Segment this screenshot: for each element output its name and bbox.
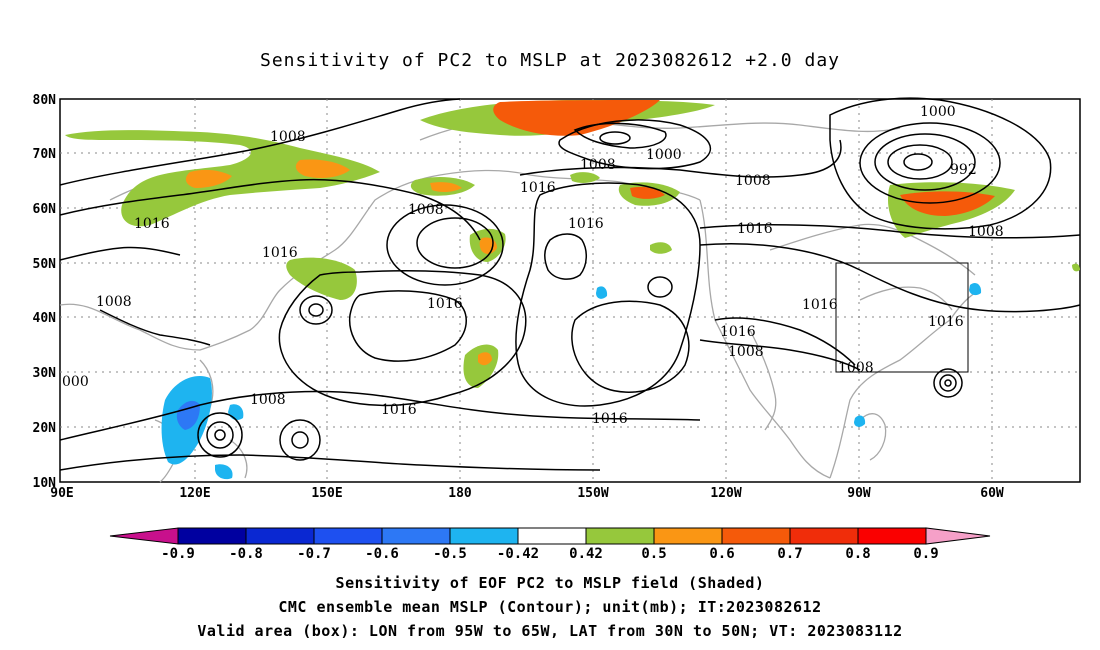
lon-label: 90E: [50, 486, 73, 501]
colorbar-tick-label: -0.7: [297, 546, 331, 562]
shade-orange: [478, 352, 492, 366]
colorbar-swatch: [177, 527, 247, 545]
lon-labels: 90E 120E 150E 180 150W 120W 90W 60W: [50, 486, 1004, 501]
contour-label: 1016: [427, 296, 463, 312]
contour-label: 1016: [592, 411, 628, 427]
colorbar-tick-label: -0.6: [365, 546, 399, 562]
contour-label: 1008: [968, 224, 1004, 240]
colorbar-tick-label: 0.7: [777, 546, 802, 562]
contour-label: 1016: [381, 402, 417, 418]
contour-label: 1000: [646, 147, 682, 163]
lat-label: 30N: [33, 366, 57, 381]
colorbar-tick-label: -0.9: [161, 546, 195, 562]
lon-label: 120E: [179, 486, 210, 501]
contour-label: 992: [950, 162, 977, 178]
contour-label: 1016: [928, 314, 964, 330]
colorbar-swatch: [449, 527, 519, 545]
colorbar-tick-label: 0.8: [845, 546, 870, 562]
contour-label: 1008: [408, 202, 444, 218]
colorbar-swatch: [381, 527, 451, 545]
colorbar-swatch: [721, 527, 791, 545]
footer-line-2: CMC ensemble mean MSLP (Contour); unit(m…: [278, 598, 822, 616]
shade-green: [650, 242, 672, 254]
shaded-regions: [65, 100, 1080, 480]
footer-line-1: Sensitivity of EOF PC2 to MSLP field (Sh…: [335, 574, 765, 592]
valid-area-box: [835, 262, 969, 373]
colorbar-swatch: [789, 527, 859, 545]
shade-orange: [295, 159, 350, 178]
mslp-contours: [59, 97, 1081, 471]
contour-label: 1016: [568, 216, 604, 232]
colorbar-over-triangle: [925, 527, 991, 545]
colorbar-swatch: [653, 527, 723, 545]
colorbar-swatch: [517, 527, 587, 545]
contour-label: 1008: [580, 157, 616, 173]
lon-label: 180: [448, 486, 472, 501]
contour-label: 1008: [728, 344, 764, 360]
lat-label: 60N: [33, 202, 57, 217]
contour-label: 1008: [96, 294, 132, 310]
colorbar-swatch: [245, 527, 315, 545]
colorbar-tick-label: 0.5: [641, 546, 666, 562]
colorbar-tick-label: -0.42: [497, 546, 539, 562]
contour-labels: 1008 1000 1008 1000 992 1016 1008 1008 1…: [62, 104, 1004, 427]
shade-orange: [630, 186, 665, 199]
contour-label: 1016: [262, 245, 298, 261]
contour-label: 1008: [270, 129, 306, 145]
colorbar-tick-label: -0.8: [229, 546, 263, 562]
shade-orange: [493, 100, 660, 136]
footer-line-3: Valid area (box): LON from 95W to 65W, L…: [197, 622, 903, 640]
colorbar-tick-label: 0.42: [569, 546, 603, 562]
shade-cyan: [215, 464, 233, 480]
contour-label: 1008: [838, 360, 874, 376]
shade-orange: [185, 169, 232, 188]
colorbar-tick-label: 0.9: [913, 546, 938, 562]
lon-label: 60W: [980, 486, 1004, 501]
shade-cyan: [969, 282, 982, 296]
shade-green: [570, 172, 600, 183]
lat-label: 20N: [33, 421, 57, 436]
contour-label: 1016: [802, 297, 838, 313]
colorbar-tick-label: 0.6: [709, 546, 734, 562]
lon-label: 120W: [710, 486, 741, 501]
chart-title: Sensitivity of PC2 to MSLP at 2023082612…: [259, 50, 840, 71]
contour-label: 1008: [735, 173, 771, 189]
shade-orange: [900, 191, 995, 216]
contour-label: 1016: [520, 180, 556, 196]
shade-orange: [430, 182, 462, 193]
contour-label: 1008: [250, 392, 286, 408]
contour-label: 1016: [134, 216, 170, 232]
colorbar-labels: -0.9 -0.8 -0.7 -0.6 -0.5 -0.42 0.42 0.5 0.6 0.7 0.…: [161, 546, 939, 562]
shade-cyan: [596, 286, 608, 299]
lat-label: 80N: [33, 93, 57, 108]
colorbar: [109, 527, 991, 545]
colorbar-swatch: [313, 527, 383, 545]
contour-label: 1000: [920, 104, 956, 120]
colorbar-tick-label: -0.5: [433, 546, 467, 562]
colorbar-under-triangle: [109, 527, 179, 545]
colorbar-swatch: [857, 527, 927, 545]
contour-label: 1016: [737, 221, 773, 237]
lon-label: 90W: [847, 486, 871, 501]
shade-green: [286, 257, 357, 300]
lon-label: 150E: [311, 486, 342, 501]
lat-label: 10N: [33, 476, 57, 491]
lat-label: 40N: [33, 311, 57, 326]
lat-label: 50N: [33, 257, 57, 272]
shade-green: [1072, 263, 1080, 272]
lat-label: 70N: [33, 147, 57, 162]
colorbar-swatch: [585, 527, 655, 545]
shade-cyan: [854, 415, 866, 427]
contour-label: 1016: [720, 324, 756, 340]
lon-label: 150W: [577, 486, 608, 501]
lat-labels: 80N 70N 60N 50N 40N 30N 20N 10N: [33, 93, 57, 491]
contour-label: 000: [62, 374, 89, 390]
shade-blue: [176, 400, 200, 430]
